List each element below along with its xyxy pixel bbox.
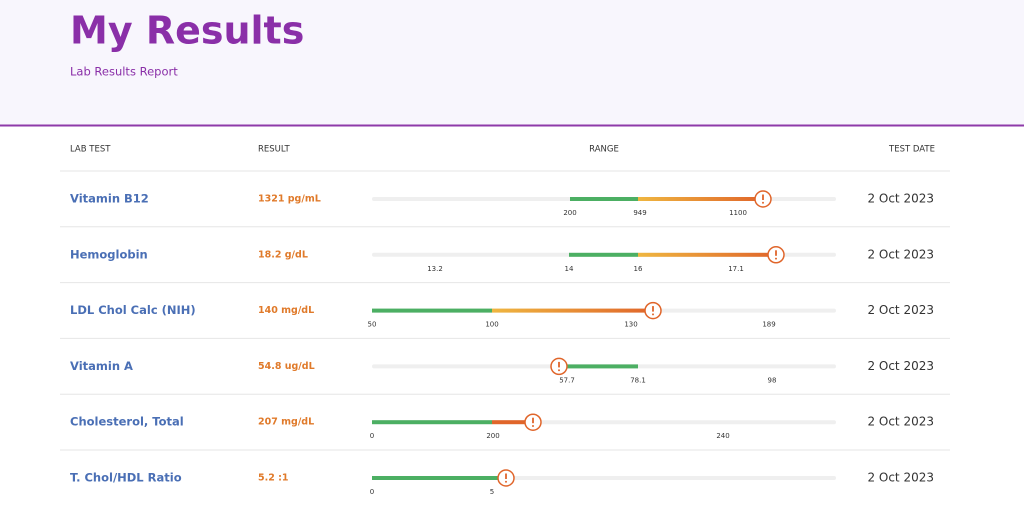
marker-icon (652, 313, 654, 316)
range-tick-label: 98 (768, 376, 777, 384)
result-value: 140 mg/dL (258, 305, 314, 316)
result-value: 5.2 :1 (258, 473, 289, 484)
marker-icon (762, 201, 764, 204)
range-tick-label: 16 (634, 265, 643, 273)
column-header: RESULT (258, 145, 290, 155)
range-normal (570, 197, 638, 201)
range-tick-label: 78.1 (630, 376, 646, 384)
marker-icon (775, 257, 777, 260)
lab-test-name: Vitamin A (70, 359, 133, 373)
range-tick-label: 17.1 (728, 265, 744, 273)
marker-icon (558, 369, 560, 372)
test-date: 2 Oct 2023 (867, 359, 934, 373)
range-tick-label: 130 (624, 321, 637, 329)
range-tick-label: 200 (563, 209, 576, 217)
range-tick-label: 240 (716, 432, 729, 440)
lab-test-name: Cholesterol, Total (70, 415, 184, 429)
range-tick-label: 0 (370, 488, 374, 496)
test-date: 2 Oct 2023 (867, 192, 934, 206)
range-normal (372, 476, 500, 480)
range-tick-label: 100 (485, 321, 498, 329)
column-header: TEST DATE (888, 145, 935, 155)
range-high (638, 197, 763, 201)
test-date: 2 Oct 2023 (867, 303, 934, 317)
range-tick-label: 14 (565, 265, 574, 273)
result-value: 207 mg/dL (258, 417, 314, 428)
result-value: 54.8 ug/dL (258, 361, 315, 372)
range-tick-label: 189 (762, 321, 775, 329)
range-high (492, 420, 533, 425)
lab-test-name: Vitamin B12 (70, 192, 149, 206)
page-title: My Results (70, 9, 304, 53)
range-tick-label: 949 (633, 209, 646, 217)
range-tick-label: 50 (368, 321, 377, 329)
test-date: 2 Oct 2023 (867, 247, 934, 261)
header-band (0, 0, 1024, 125)
marker-icon (532, 425, 534, 427)
range-tick-label: 57.7 (559, 376, 575, 384)
page-subtitle: Lab Results Report (70, 65, 178, 79)
column-header: RANGE (589, 145, 619, 155)
lab-test-name: Hemoglobin (70, 247, 148, 261)
lab-test-name: LDL Chol Calc (NIH) (70, 303, 196, 317)
range-tick-label: 200 (486, 432, 499, 440)
range-tick-label: 0 (370, 432, 374, 440)
range-high (638, 252, 776, 257)
range-normal (569, 252, 638, 257)
range-tick-label: 1100 (729, 209, 747, 217)
range-normal (372, 308, 492, 313)
lab-test-name: T. Chol/HDL Ratio (70, 471, 182, 485)
range-high (492, 308, 653, 313)
range-tick-label: 13.2 (427, 265, 443, 273)
result-value: 1321 pg/mL (258, 194, 321, 205)
range-normal (567, 364, 638, 369)
result-value: 18.2 g/dL (258, 249, 308, 260)
test-date: 2 Oct 2023 (867, 415, 934, 429)
test-date: 2 Oct 2023 (867, 471, 934, 485)
range-tick-label: 5 (490, 488, 494, 496)
marker-icon (505, 480, 507, 483)
column-header: LAB TEST (70, 145, 111, 155)
range-normal (372, 420, 492, 425)
